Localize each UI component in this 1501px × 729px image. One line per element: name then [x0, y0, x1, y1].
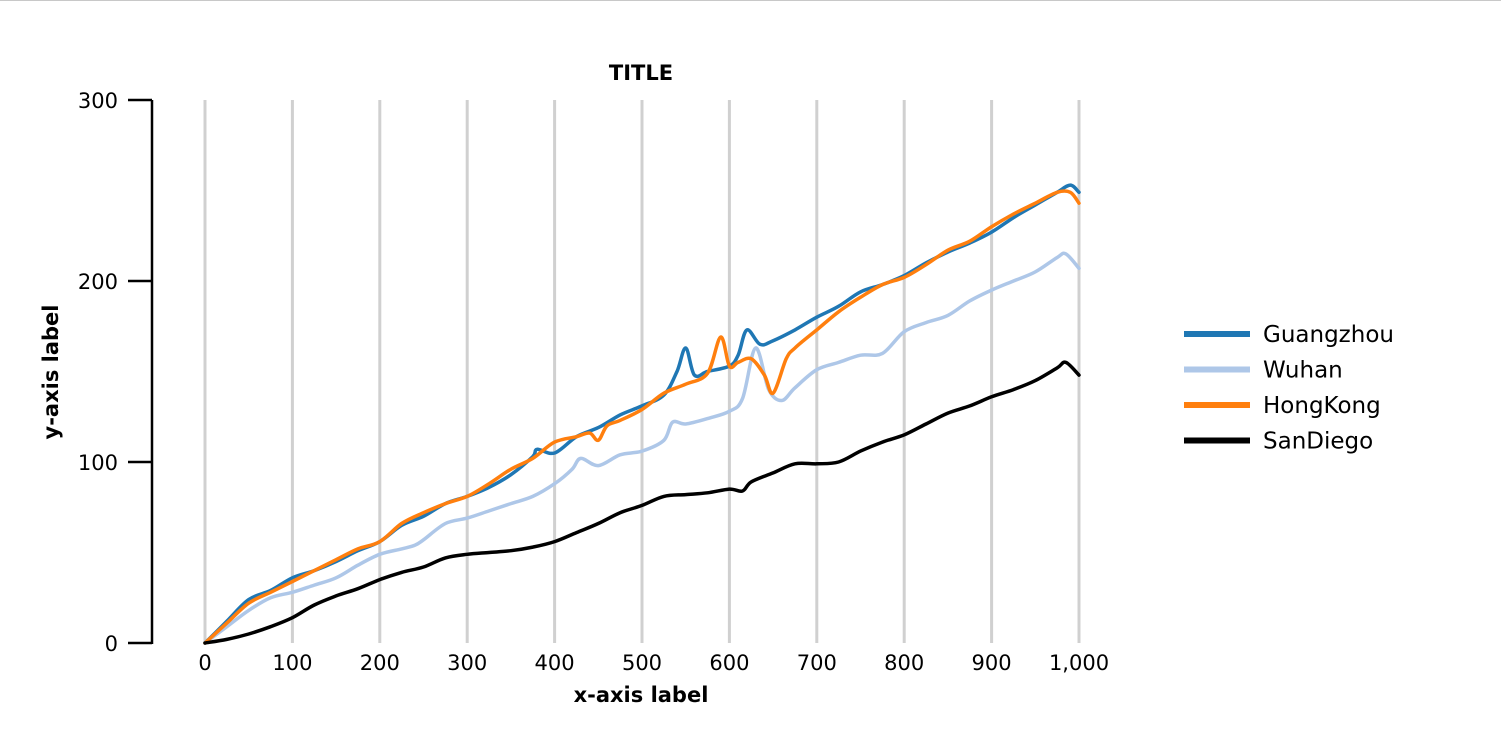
y-tick-label: 300 [78, 89, 118, 113]
x-axis-ticks: 0 100 200 300 400 500 600 700 800 900 1,000 [198, 651, 1109, 675]
legend-label-guangzhou: Guangzhou [1263, 322, 1394, 348]
legend-label-wuhan: Wuhan [1263, 358, 1343, 384]
y-tick-label: 100 [78, 451, 118, 475]
series-line-hongkong [203, 189, 1081, 645]
x-tick-label: 800 [884, 651, 924, 675]
legend-label-hongkong: HongKong [1263, 393, 1381, 419]
x-tick-label: 300 [447, 651, 487, 675]
x-tick-label: 600 [709, 651, 749, 675]
x-tick-label: 900 [972, 651, 1012, 675]
series-line-wuhan [203, 251, 1081, 645]
y-tick-label: 200 [78, 270, 118, 294]
chart-title: TITLE [609, 61, 673, 85]
y-tick-label: 0 [105, 632, 118, 656]
x-tick-label: 500 [622, 651, 662, 675]
x-tick-label: 1,000 [1049, 651, 1109, 675]
legend: Guangzhou Wuhan HongKong SanDiego [1184, 322, 1394, 455]
legend-label-sandiego: SanDiego [1263, 429, 1373, 455]
top-border [0, 0, 1501, 1]
x-tick-label: 700 [797, 651, 837, 675]
series-lines [203, 183, 1081, 645]
x-tick-label: 100 [272, 651, 312, 675]
y-axis-ticks: 0 100 200 300 [78, 89, 152, 656]
series-line-sandiego [203, 360, 1081, 645]
x-axis-title: x-axis label [574, 683, 709, 707]
y-axis-title: y-axis label [39, 305, 63, 440]
x-tick-label: 200 [360, 651, 400, 675]
x-tick-label: 400 [535, 651, 575, 675]
x-tick-label: 0 [198, 651, 211, 675]
